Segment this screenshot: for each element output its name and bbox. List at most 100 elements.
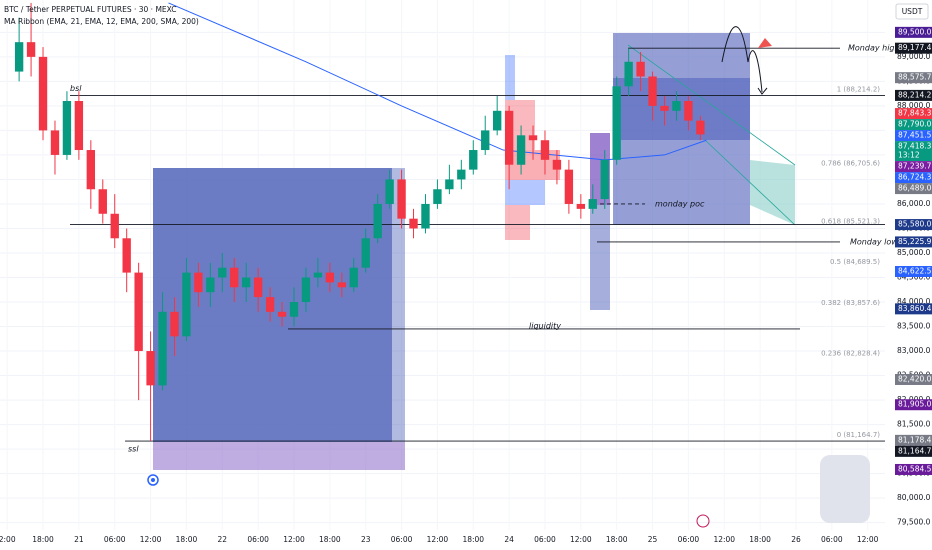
- price-tag-label: 84,622.5: [898, 266, 932, 275]
- candle-body: [206, 277, 215, 293]
- y-tick-label: 85,000.0: [897, 248, 931, 257]
- x-tick-label: 22: [218, 535, 228, 544]
- price-tag: [895, 463, 932, 475]
- fib-label: 0.382 (83,857.6): [821, 299, 880, 307]
- candle-body: [373, 203, 382, 239]
- plot: bsl ssl Monday high Monday low liquidity mond…: [14, 2, 900, 454]
- x-tick-label: 25: [648, 535, 658, 544]
- arrow: [757, 87, 768, 95]
- x-tick-label: 21: [74, 535, 84, 544]
- candle-body: [230, 267, 239, 288]
- fib-label: 1 (88,214.2): [837, 85, 881, 93]
- candle-body: [98, 189, 107, 214]
- x-tick-label: 12:00: [140, 535, 162, 544]
- candle-body: [492, 110, 502, 131]
- price-tag: [895, 141, 932, 162]
- candle-body: [122, 238, 131, 273]
- y-tick-label: 79,500.0: [897, 518, 931, 527]
- y-tick-label: 86,000.0: [897, 199, 931, 208]
- candle-body: [349, 267, 358, 288]
- price-tag-label: 82,420.0: [898, 374, 932, 383]
- level-label: liquidity: [529, 321, 561, 330]
- candle-body: [385, 179, 394, 204]
- price-tag: [895, 42, 932, 54]
- price-tag: [895, 219, 932, 231]
- candle-body: [218, 267, 227, 278]
- price-tag: [895, 434, 932, 446]
- level-label: ssl: [128, 445, 139, 454]
- candle-body: [242, 277, 251, 288]
- x-tick-label: 24: [504, 535, 514, 544]
- candle-body: [540, 140, 550, 160]
- candle-body: [696, 120, 705, 135]
- x-tick-label: 12:00: [857, 535, 879, 544]
- y-tick-label: 83,000.0: [897, 346, 931, 355]
- candle-body: [182, 272, 191, 337]
- candle-body: [588, 199, 597, 209]
- candle-body: [469, 150, 478, 170]
- price-tag: [895, 72, 932, 84]
- x-tick-label: 06:00: [104, 535, 126, 544]
- x-tick-label: 06:00: [534, 535, 556, 544]
- x-tick-label: 06:00: [391, 535, 413, 544]
- x-tick-label: 18:00: [749, 535, 771, 544]
- price-tag-label: 87,418.3: [898, 142, 932, 151]
- x-tick-label: 26: [791, 535, 801, 544]
- candle-body: [265, 297, 275, 312]
- price-tag-label: 86,724.3: [898, 173, 932, 182]
- price-tag: [895, 445, 932, 457]
- price-tag-label: 85,580.0: [898, 220, 932, 229]
- candle-body: [110, 213, 119, 239]
- price-tag: [895, 373, 932, 385]
- candle-body: [600, 159, 609, 200]
- price-tag: [895, 130, 932, 142]
- candle-body: [361, 238, 370, 268]
- candle-body: [14, 42, 24, 72]
- candle-body: [146, 351, 155, 386]
- price-tag-label: 83,860.4: [898, 304, 932, 313]
- channel-line: [627, 44, 796, 166]
- y-tick-label: 80,000.0: [897, 493, 931, 502]
- candle-body: [194, 272, 203, 293]
- x-tick-label: 18:00: [462, 535, 484, 544]
- price-tag: [895, 119, 932, 131]
- candle-body: [528, 135, 538, 141]
- x-tick-label: 23: [361, 535, 371, 544]
- price-tag: [895, 236, 932, 248]
- price-tag-label: 87,790.0: [898, 120, 932, 129]
- candle-body: [337, 282, 346, 288]
- price-tag: [895, 303, 932, 315]
- fib-label: 0.786 (86,705.6): [821, 159, 880, 167]
- level-label: Monday low: [850, 237, 898, 246]
- price-tag: [895, 161, 932, 173]
- fib-label: 0.236 (82,828.4): [821, 349, 880, 357]
- candle-body: [170, 311, 179, 337]
- candle-body: [277, 311, 287, 317]
- candle-body: [289, 302, 299, 317]
- price-tag-label: 87,843.3: [898, 109, 932, 118]
- candle-body: [660, 105, 669, 111]
- candle-body: [624, 61, 633, 87]
- y-tick-label: 81,500.0: [897, 420, 931, 429]
- candle-body: [301, 277, 311, 303]
- projection: [721, 26, 763, 93]
- price-tag: [895, 183, 932, 195]
- x-tick-label: 12:00: [570, 535, 592, 544]
- x-tick-label: 18:00: [606, 535, 628, 544]
- candle-body: [636, 61, 645, 77]
- currency: USDT: [902, 7, 923, 16]
- price-tag-label: 86,489.0: [898, 184, 932, 193]
- price-tag-label: 89,177.4: [898, 43, 932, 52]
- price-tag-label: 81,164.7: [898, 446, 932, 455]
- candle-body: [481, 130, 490, 151]
- candle-body: [504, 110, 514, 165]
- x-tick-label: 2:00: [0, 535, 16, 544]
- zone: [590, 205, 610, 310]
- fib-label: 0 (81,164.7): [837, 431, 881, 439]
- title: BTC / Tether PERPETUAL FUTURES · 30 · ME…: [4, 5, 177, 14]
- candle-body: [86, 150, 96, 190]
- price-tag-label: 88,575.7: [898, 73, 932, 82]
- x-tick-label: 12:00: [427, 535, 449, 544]
- price-tag-label: 80,584.5: [898, 464, 932, 473]
- candle-body: [552, 159, 562, 170]
